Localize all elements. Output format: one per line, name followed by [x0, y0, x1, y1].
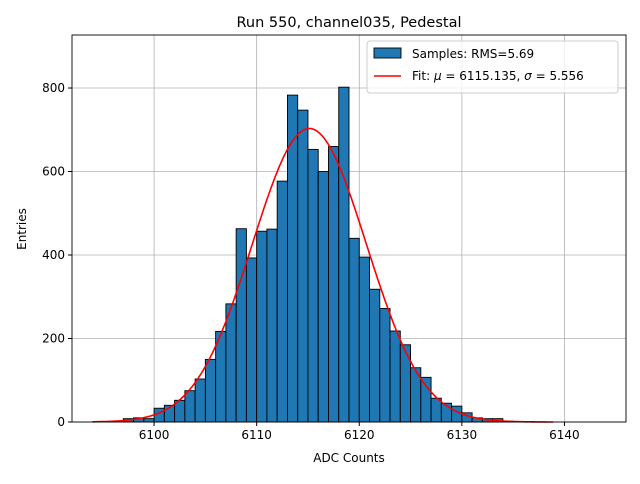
x-axis-label: ADC Counts [313, 451, 385, 465]
legend: Samples: RMS=5.69 Fit: μ = 6115.135, σ =… [367, 41, 618, 93]
histogram-bar [421, 377, 431, 422]
chart-title: Run 550, channel035, Pedestal [236, 15, 461, 31]
legend-hist-label: Samples: RMS=5.69 [412, 47, 534, 61]
histogram-bar [452, 406, 462, 422]
y-tick-label: 200 [42, 332, 65, 346]
histogram-bar [400, 345, 410, 422]
histogram-bar [216, 331, 226, 422]
x-tick-label: 6140 [549, 428, 580, 442]
histogram-bar [195, 379, 205, 422]
histogram-bar [349, 238, 359, 422]
y-axis-label: Entries [15, 208, 29, 250]
x-tick-label: 6120 [344, 428, 375, 442]
x-tick-label: 6110 [241, 428, 272, 442]
legend-fit-label: Fit: μ = 6115.135, σ = 5.556 [412, 69, 584, 83]
legend-hist-swatch [374, 48, 401, 58]
histogram-bar [318, 172, 328, 422]
y-tick-label: 600 [42, 165, 65, 179]
histogram-bar [339, 87, 349, 422]
histogram-bar [236, 229, 246, 422]
histogram-bar [277, 181, 287, 422]
histogram-bar [246, 258, 256, 422]
histogram-bar [380, 308, 390, 422]
histogram-bar [205, 359, 215, 422]
x-tick-label: 6100 [139, 428, 170, 442]
histogram-bar [287, 95, 297, 422]
histogram-bar [328, 146, 338, 422]
histogram-bar [298, 110, 308, 422]
histogram-bar [226, 304, 236, 422]
histogram-bar [144, 419, 154, 422]
histogram-bar [185, 391, 195, 422]
y-tick-label: 800 [42, 81, 65, 95]
histogram-bar [257, 231, 267, 422]
histogram-bar [359, 257, 369, 422]
x-tick-label: 6130 [447, 428, 478, 442]
histogram-bar [370, 289, 380, 422]
histogram-bar [390, 331, 400, 422]
histogram-bar [308, 149, 318, 422]
y-tick-label: 400 [42, 248, 65, 262]
histogram-bar [431, 398, 441, 422]
y-tick-label: 0 [57, 415, 65, 429]
histogram-bar [267, 229, 277, 422]
